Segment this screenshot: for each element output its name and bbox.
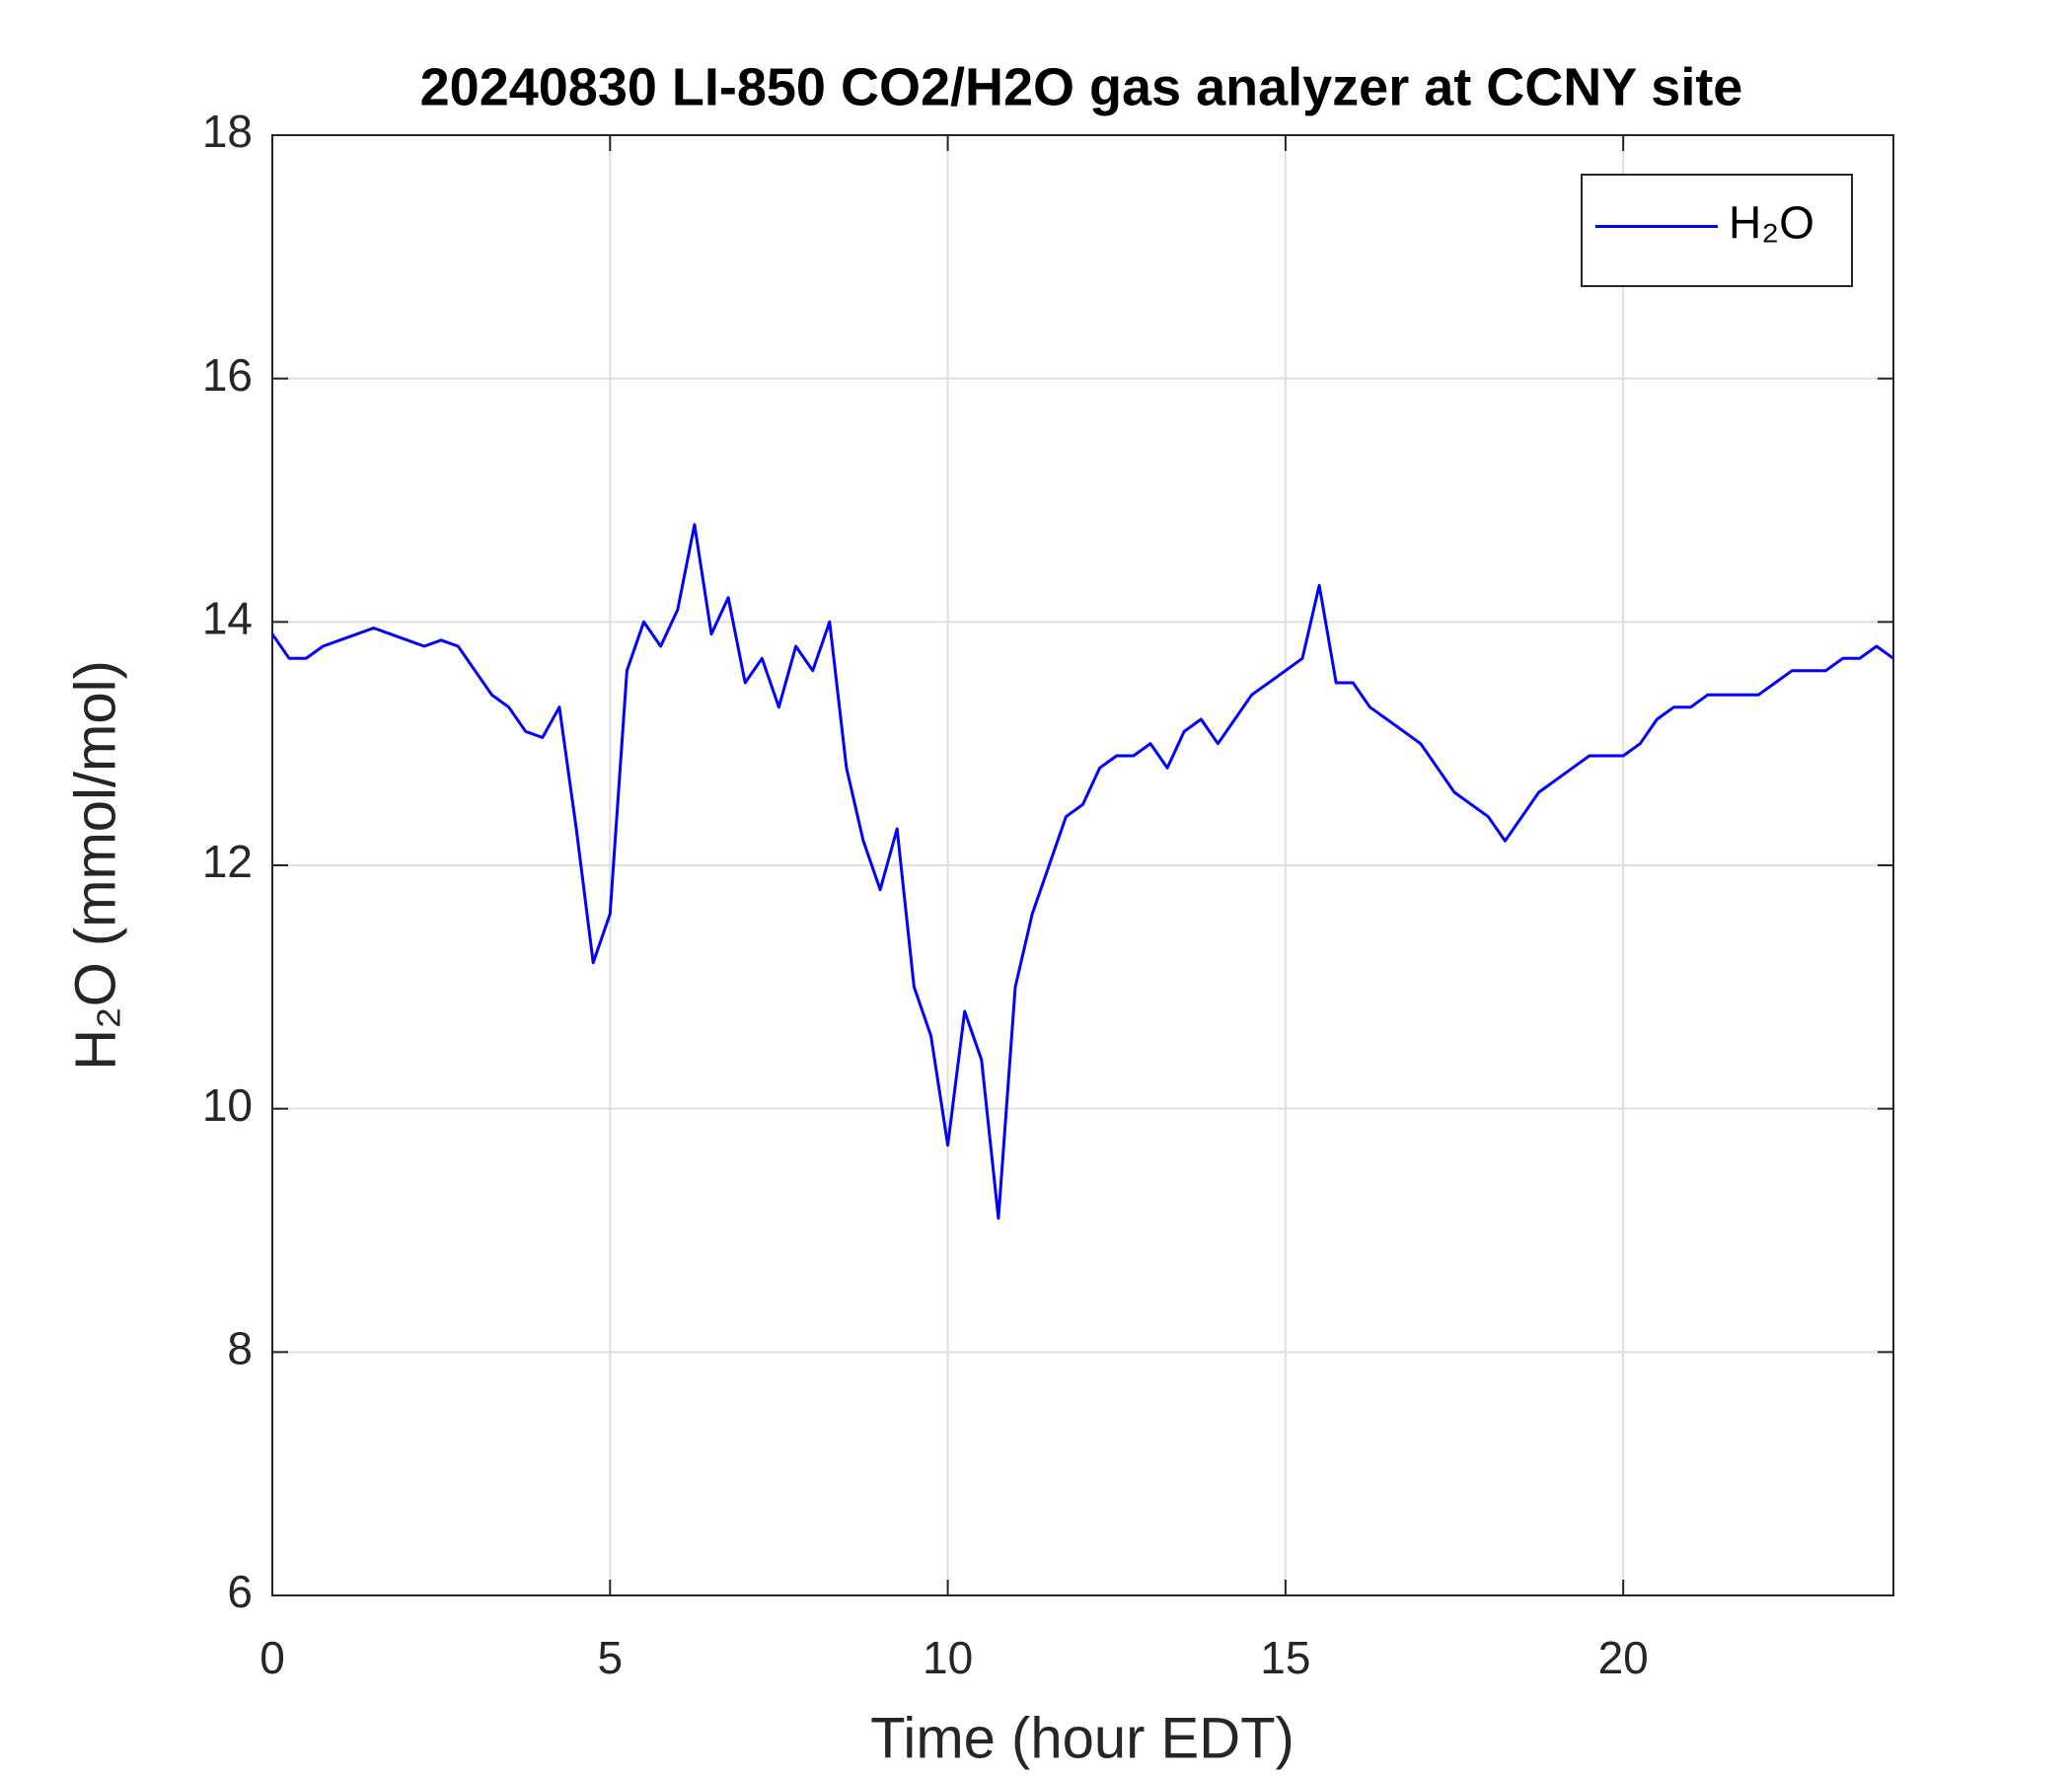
y-tick-label: 6 <box>227 1566 253 1617</box>
x-tick-label: 0 <box>259 1632 285 1683</box>
legend-label: H₂O <box>1729 197 1814 249</box>
x-axis-label: Time (hour EDT) <box>870 1706 1295 1770</box>
y-axis-label: H₂O (mmol/mol) <box>63 660 127 1071</box>
y-tick-label: 14 <box>202 592 253 643</box>
y-tick-label: 12 <box>202 836 253 887</box>
x-tick-label: 15 <box>1260 1632 1310 1683</box>
y-tick-label: 18 <box>202 106 253 157</box>
legend-box <box>1581 174 1853 287</box>
y-tick-label: 8 <box>227 1322 253 1373</box>
x-tick-label: 10 <box>923 1632 973 1683</box>
data-line <box>270 523 1894 1221</box>
plot-frame <box>271 134 1894 1596</box>
y-tick-label: 10 <box>202 1079 253 1131</box>
x-tick-label: 5 <box>597 1632 623 1683</box>
chart-title: 20240830 LI-850 CO2/H2O gas analyzer at … <box>420 57 1743 116</box>
y-tick-label: 16 <box>202 349 253 401</box>
x-tick-label: 20 <box>1598 1632 1649 1683</box>
